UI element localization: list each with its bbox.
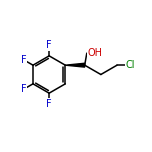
Polygon shape bbox=[65, 63, 85, 67]
Text: F: F bbox=[21, 84, 26, 94]
Text: F: F bbox=[21, 55, 26, 65]
Text: F: F bbox=[46, 99, 52, 109]
Text: Cl: Cl bbox=[126, 60, 135, 70]
Text: F: F bbox=[46, 40, 52, 50]
Text: OH: OH bbox=[88, 48, 103, 58]
